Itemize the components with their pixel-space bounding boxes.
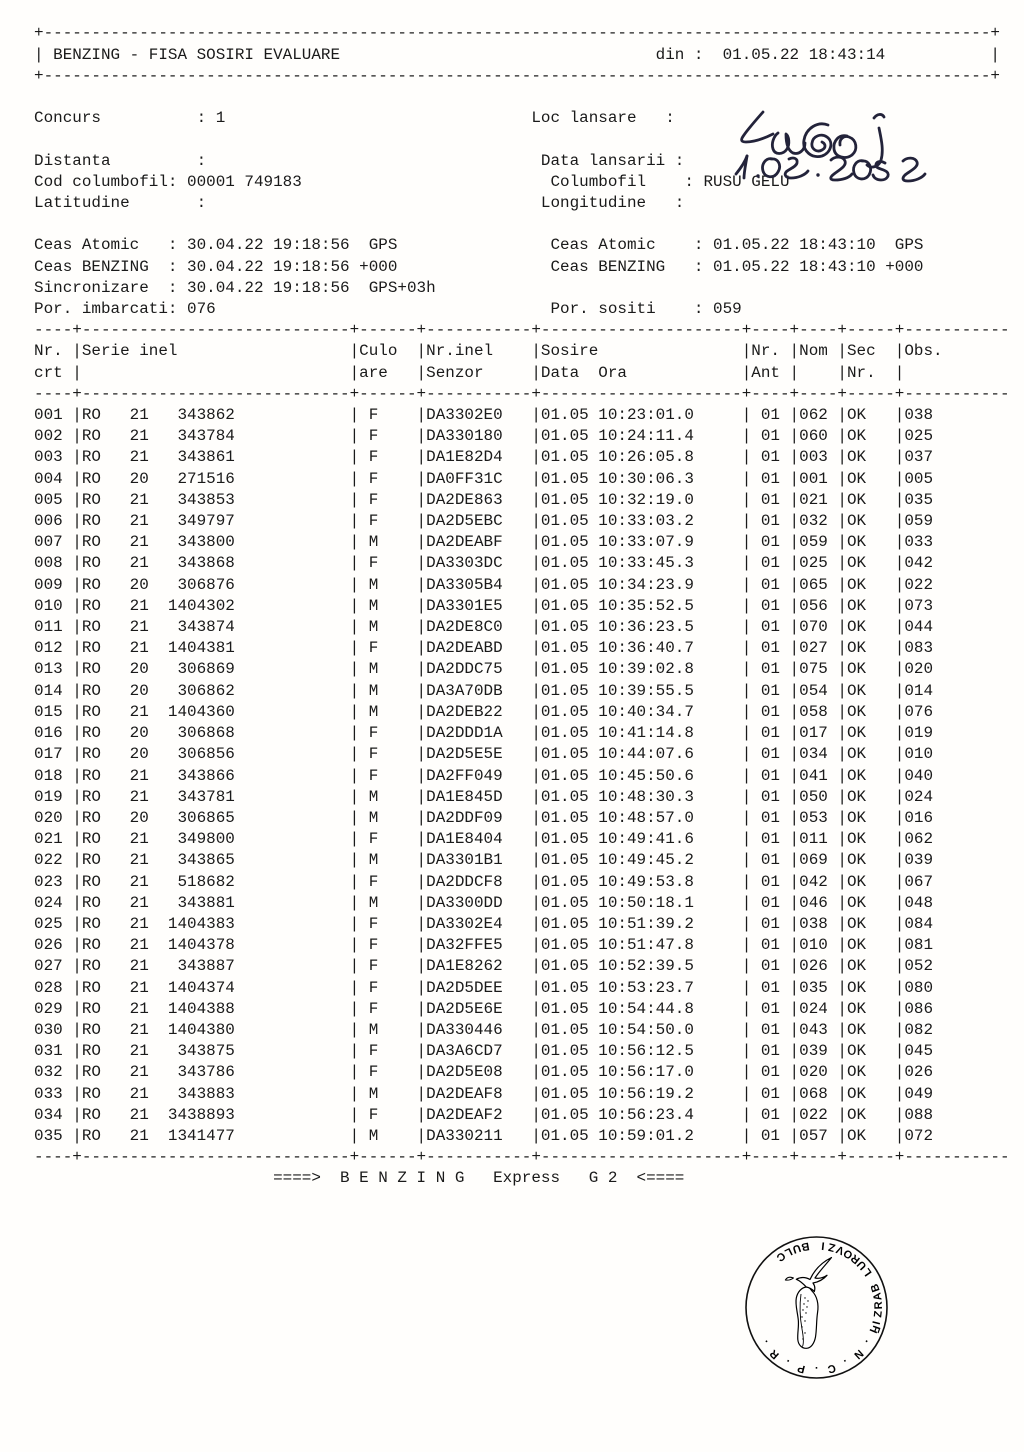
svg-text:B: B: [800, 1240, 810, 1253]
svg-text:I: I: [821, 1239, 825, 1251]
svg-text:O: O: [841, 1246, 855, 1261]
svg-text:R: R: [849, 1252, 863, 1266]
svg-text:Z: Z: [827, 1240, 837, 1253]
svg-text:.: .: [759, 1338, 771, 1347]
svg-text:C: C: [774, 1249, 787, 1263]
svg-text:.: .: [863, 1338, 875, 1347]
svg-text:F: F: [868, 1324, 882, 1335]
svg-text:I: I: [871, 1320, 883, 1326]
svg-text:L: L: [861, 1265, 875, 1278]
svg-text:V: V: [834, 1243, 846, 1257]
svg-text:P: P: [796, 1362, 806, 1375]
svg-text:B: B: [869, 1282, 883, 1293]
svg-text:C: C: [826, 1361, 837, 1375]
svg-text:R: R: [768, 1347, 782, 1361]
svg-text:N: N: [851, 1347, 865, 1361]
svg-text:U: U: [855, 1258, 869, 1272]
svg-text:R: R: [873, 1301, 885, 1309]
svg-text:I: I: [868, 1328, 880, 1335]
svg-text:L: L: [782, 1245, 794, 1259]
svg-text:Z: Z: [872, 1310, 885, 1318]
svg-text:A: A: [871, 1291, 884, 1301]
svg-text:U: U: [791, 1241, 802, 1255]
svg-text:.: .: [783, 1357, 791, 1369]
svg-text:.: .: [842, 1357, 850, 1369]
svg-text:.: .: [815, 1364, 818, 1376]
